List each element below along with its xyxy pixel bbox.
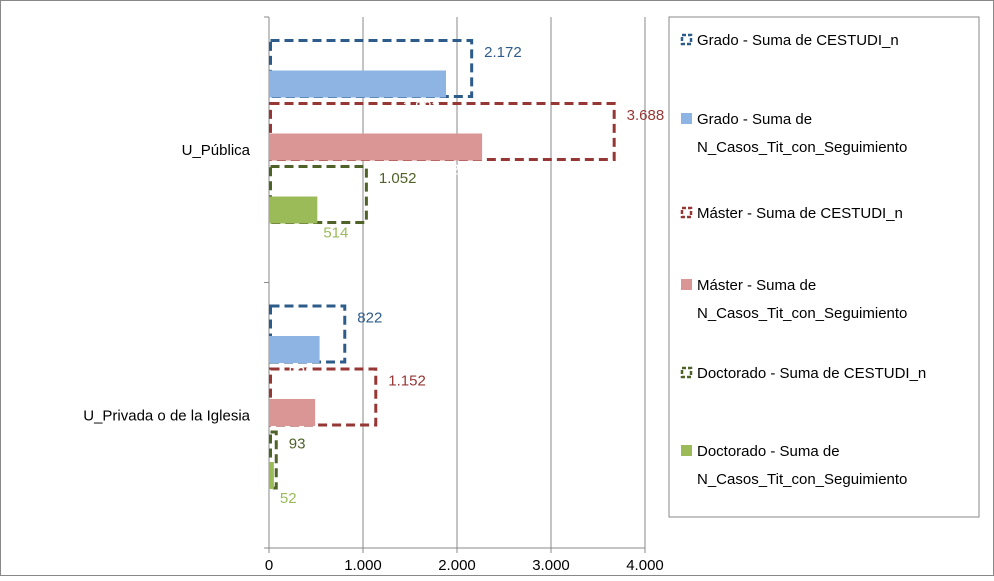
data-label: 514	[323, 225, 348, 242]
data-label: 3.688	[627, 107, 665, 124]
gridlines	[362, 17, 646, 548]
bar	[269, 399, 316, 426]
data-label: 1.883	[402, 99, 440, 116]
data-label: 822	[357, 310, 382, 327]
data-label: 52	[280, 490, 297, 507]
bar-outline	[269, 102, 616, 161]
legend-label: N_Casos_Tit_con_Seguimiento	[697, 305, 907, 322]
legend-swatch-outline	[680, 33, 693, 46]
x-tick-label: 0	[265, 557, 273, 574]
category-label: U_Pública	[182, 142, 251, 159]
bar-outline	[269, 304, 347, 364]
data-label: 491	[321, 427, 346, 444]
legend-label: Máster - Suma de CESTUDI_n	[697, 205, 903, 222]
bar-outline	[269, 165, 368, 224]
legend: Grado - Suma de CESTUDI_n Grado - Suma de…	[668, 16, 980, 518]
legend-label: N_Casos_Tit_con_Seguimiento	[697, 471, 907, 488]
x-tick-label: 2.000	[438, 557, 476, 574]
legend-swatch	[681, 113, 692, 124]
data-label: 2.267	[439, 162, 477, 179]
legend-swatch	[681, 279, 692, 290]
legend-swatch-outline	[680, 366, 693, 379]
data-label: 93	[289, 436, 306, 453]
axes: 0 1.000 2.000 3.000 4.000 U_Pública U_Privada …	[83, 16, 664, 574]
legend-swatch-outline	[680, 206, 693, 219]
data-label: 1.052	[379, 170, 417, 187]
legend-label: Máster - Suma de	[697, 277, 816, 294]
x-tick-label: 3.000	[532, 557, 570, 574]
bar	[269, 196, 318, 224]
x-tick-label: 1.000	[344, 557, 382, 574]
data-label: 2.172	[484, 44, 522, 61]
legend-label: Doctorado - Suma de	[697, 443, 840, 460]
bar	[269, 462, 274, 489]
x-tick-label: 4.000	[626, 557, 664, 574]
bar	[269, 336, 320, 363]
data-labels: 2.172 1.883 3.688 2.267 1.052 514 822 538 1.152 4…	[280, 44, 664, 507]
bar	[269, 133, 483, 161]
legend-label: Grado - Suma de CESTUDI_n	[697, 32, 899, 49]
legend-label: Doctorado - Suma de CESTUDI_n	[697, 365, 926, 382]
legend-label: N_Casos_Tit_con_Seguimiento	[697, 139, 907, 156]
bar-outline	[269, 367, 378, 427]
category-label: U_Privada o de la Iglesia	[83, 407, 250, 424]
bar	[269, 70, 447, 98]
data-label: 538	[289, 364, 314, 381]
legend-swatch	[681, 445, 692, 456]
legend-label: Grado - Suma de	[697, 111, 812, 128]
data-label: 1.152	[388, 373, 426, 390]
bars	[269, 39, 616, 490]
legend-box	[668, 16, 980, 518]
